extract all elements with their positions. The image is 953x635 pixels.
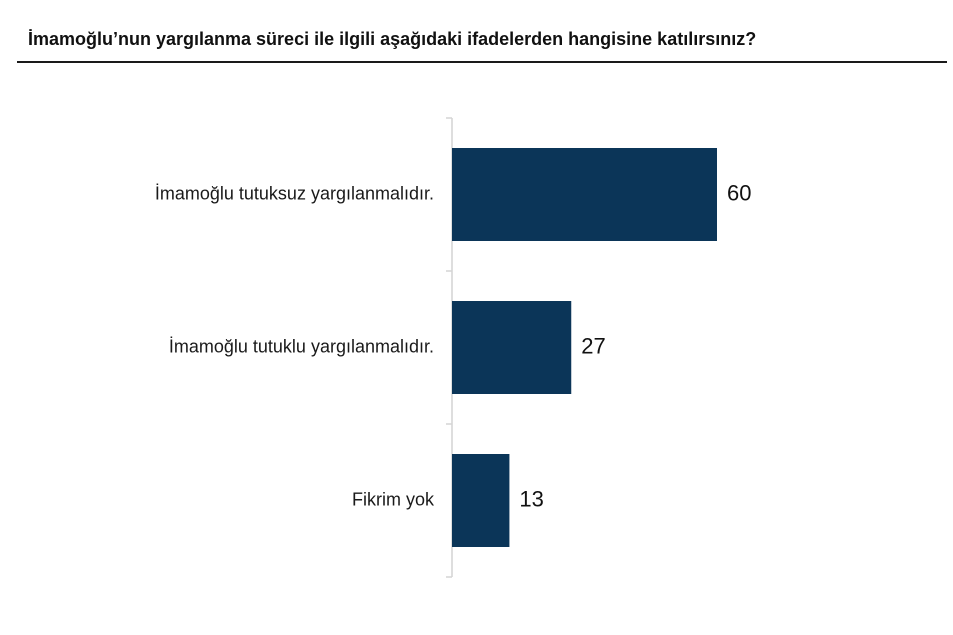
category-label-3: Fikrim yok: [352, 489, 435, 509]
value-label-1: 60: [727, 180, 751, 205]
bar-1: [452, 148, 717, 241]
bar-3: [452, 454, 510, 547]
title-divider: [17, 61, 947, 63]
value-labels: 60 27 13: [519, 180, 751, 511]
value-label-3: 13: [519, 486, 543, 511]
bars: [452, 148, 717, 547]
category-labels: İmamoğlu tutuksuz yargılanmalıdır. İmamoğ…: [155, 183, 435, 509]
bar-2: [452, 301, 572, 394]
chart-title: İmamoğlu’nun yargılanma süreci ile ilgil…: [28, 29, 757, 49]
value-label-2: 27: [581, 333, 605, 358]
category-label-2: İmamoğlu tutuklu yargılanmalıdır.: [169, 336, 434, 356]
y-axis: [446, 117, 453, 578]
category-label-1: İmamoğlu tutuksuz yargılanmalıdır.: [155, 183, 434, 203]
